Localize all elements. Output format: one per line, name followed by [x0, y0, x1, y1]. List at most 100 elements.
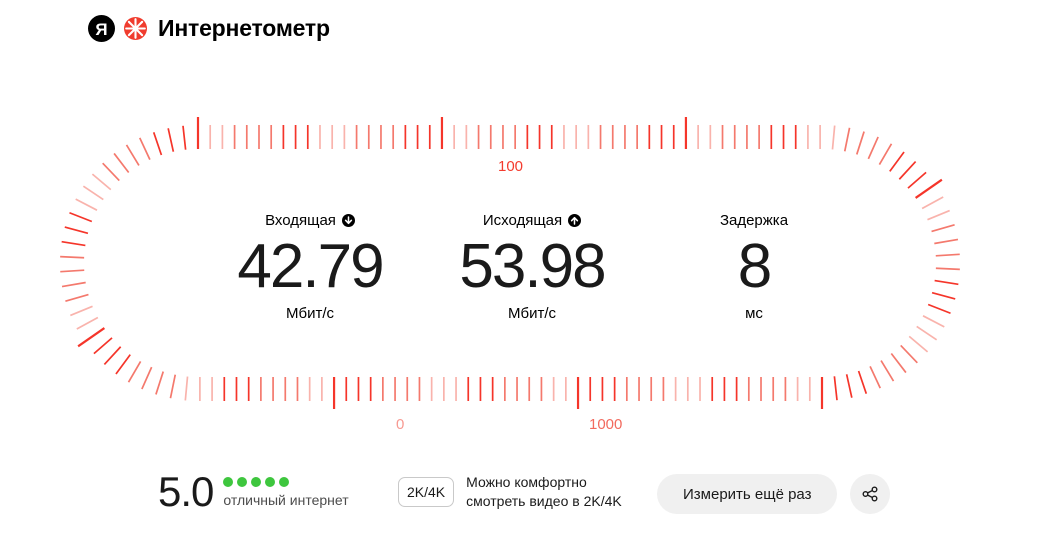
- gauge-tick-minor: [907, 171, 927, 189]
- gauge-tick-minor: [184, 376, 189, 401]
- gauge-tick-minor: [921, 196, 944, 210]
- gauge-tick-minor: [898, 161, 917, 180]
- gauge-ticks: [60, 117, 960, 409]
- rating-dot: [251, 477, 262, 487]
- gauge-tick-minor: [867, 136, 879, 160]
- gauge-tick-minor: [182, 125, 187, 150]
- metric-upload-unit: Мбит/с: [507, 305, 556, 322]
- gauge-tick-minor: [138, 137, 151, 161]
- metric-download-label: Входящая: [265, 211, 336, 229]
- rating-dot: [237, 477, 248, 487]
- gauge-tick-minor: [69, 211, 93, 223]
- gauge-tick-minor: [833, 376, 838, 401]
- gauge-tick-minor: [927, 209, 950, 221]
- gauge-tick-minor: [878, 143, 893, 165]
- metric-latency-value: 8: [737, 232, 772, 301]
- gauge-label-100: 100: [498, 158, 524, 175]
- gauge-label-1000: 1000: [589, 416, 623, 433]
- quality-description: Можно комфортно смотреть видео в 2K/4K: [466, 473, 622, 511]
- gauge-tick-minor: [931, 291, 956, 300]
- gauge-tick-minor: [845, 374, 853, 398]
- gauge-tick-minor: [889, 151, 905, 172]
- metric-latency-label: Задержка: [719, 211, 789, 229]
- app-title: Интернетометр: [158, 14, 330, 41]
- gauge-tick-minor: [869, 365, 882, 389]
- gauge-tick-minor: [857, 370, 868, 394]
- rating-caption: отличный интернет: [223, 492, 349, 508]
- gauge-tick-minor: [931, 223, 955, 233]
- metric-download-value: 42.79: [237, 232, 384, 301]
- gauge-tick-minor: [64, 226, 89, 235]
- gauge-tick-major: [77, 327, 106, 348]
- gauge-tick-minor: [61, 240, 86, 247]
- metric-upload-head: Исходящая: [421, 210, 643, 230]
- gauge-tick-minor: [113, 152, 130, 174]
- gauge-label-0: 0: [396, 416, 405, 433]
- rating-dot: [279, 477, 290, 487]
- metric-upload: Исходящая 53.98 Мбит/с: [421, 210, 643, 323]
- gauge-tick-minor: [155, 371, 165, 395]
- gauge-tick-minor: [93, 337, 113, 355]
- gauge-tick-minor: [934, 238, 959, 245]
- gauge-tick-minor: [900, 344, 918, 364]
- metric-upload-value: 53.98: [459, 232, 606, 301]
- gauge-tick-minor: [890, 352, 907, 374]
- gauge-tick-minor: [65, 293, 89, 303]
- rating-dots: [223, 477, 348, 487]
- gauge-tick-minor: [934, 279, 959, 286]
- rating-dot: [265, 477, 276, 487]
- gauge-tick-minor: [843, 127, 851, 152]
- gauge-tick-minor: [102, 162, 120, 182]
- quality-description-line2: смотреть видео в 2K/4K: [466, 493, 622, 509]
- gauge-tick-minor: [908, 335, 929, 353]
- gauge-tick-minor: [60, 255, 85, 259]
- rating-dot: [223, 477, 234, 487]
- gauge-tick-minor: [127, 361, 142, 383]
- rating-details: отличный интернет: [223, 471, 349, 510]
- gauge-tick-minor: [125, 144, 140, 166]
- gauge-tick-major: [914, 178, 943, 199]
- metrics-row: Входящая 42.79 Мбит/с Исходящая 53.98 Мб…: [0, 210, 1064, 323]
- yandex-logo-icon[interactable]: Я: [88, 14, 115, 42]
- internetometer-asterisk-icon: [123, 16, 148, 41]
- metric-download: Входящая 42.79 Мбит/с: [199, 210, 421, 323]
- share-icon: [860, 484, 880, 504]
- gauge-tick-minor: [916, 325, 938, 341]
- metric-latency-head: Задержка: [643, 210, 865, 230]
- speed-gauge: 100 0 1000: [0, 88, 1064, 448]
- arrow-up-icon: [568, 213, 582, 227]
- gauge-tick-minor: [103, 346, 122, 365]
- metric-download-head: Входящая: [199, 210, 421, 230]
- gauge-tick-minor: [70, 305, 93, 317]
- remeasure-button[interactable]: Измерить ещё раз: [657, 474, 838, 514]
- gauge-tick-minor: [61, 281, 86, 288]
- gauge-tick-minor: [75, 198, 98, 211]
- gauge-tick-minor: [91, 173, 112, 191]
- gauge-tick-minor: [927, 303, 951, 315]
- quality-badge: 2K/4K: [398, 477, 455, 507]
- quality-description-line1: Можно комфортно: [466, 474, 587, 490]
- gauge-tick-minor: [855, 131, 865, 155]
- gauge-tick-minor: [82, 185, 104, 201]
- gauge-tick-minor: [922, 315, 945, 328]
- app-header: Я Интернетометр: [88, 10, 330, 46]
- gauge-tick-minor: [141, 366, 153, 390]
- metric-upload-label: Исходящая: [482, 211, 563, 229]
- gauge-tick-minor: [169, 374, 177, 399]
- svg-text:Я: Я: [95, 20, 107, 39]
- arrow-down-icon: [341, 213, 355, 227]
- gauge-tick-minor: [152, 132, 163, 156]
- gauge-tick-minor: [935, 267, 960, 271]
- rating-block: 5.0 отличный интернет: [158, 471, 349, 513]
- rating-score: 5.0: [158, 468, 214, 515]
- video-quality-block: 2K/4K Можно комфортно смотреть видео в 2…: [398, 473, 622, 511]
- metric-latency: Задержка 8 мс: [643, 210, 865, 323]
- gauge-tick-minor: [880, 360, 895, 382]
- actions-block: Измерить ещё раз: [657, 474, 891, 514]
- gauge-tick-minor: [935, 253, 960, 257]
- share-button[interactable]: [850, 474, 891, 514]
- metric-download-unit: Мбит/с: [285, 305, 334, 322]
- gauge-tick-minor: [831, 125, 836, 150]
- gauge-tick-minor: [76, 316, 99, 330]
- gauge-tick-minor: [115, 354, 131, 375]
